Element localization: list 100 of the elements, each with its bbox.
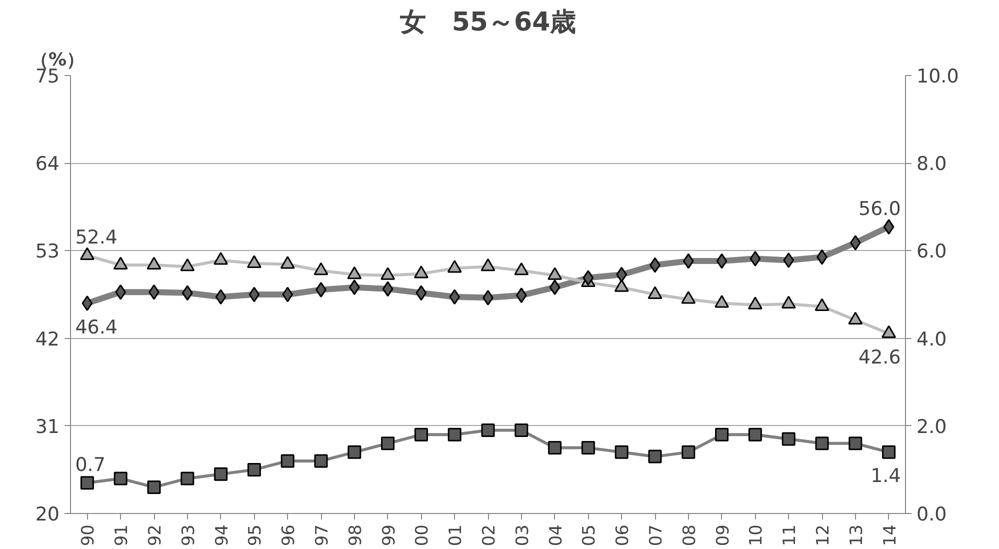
point <box>548 441 562 455</box>
point <box>347 266 362 280</box>
x-tick-label: 14 <box>880 524 900 546</box>
point <box>348 280 360 296</box>
point <box>714 295 730 308</box>
x-tick-label: 97 <box>312 524 332 546</box>
x-tick-label: 00 <box>412 524 433 546</box>
point <box>113 256 128 270</box>
x-tick-label: 91 <box>112 524 132 546</box>
x-tick-label: 96 <box>279 524 300 546</box>
point <box>280 256 295 269</box>
y-tick-label: 53 <box>35 240 60 263</box>
point <box>247 462 261 476</box>
point <box>781 296 796 309</box>
point <box>115 284 126 300</box>
point <box>246 255 262 268</box>
y2-tick-label: 6.0 <box>916 240 947 263</box>
data-label: 1.4 <box>870 465 901 488</box>
point <box>180 472 194 486</box>
point <box>648 450 662 464</box>
x-tick-label: 90 <box>78 524 99 546</box>
x-tick-label: 94 <box>212 524 232 546</box>
point <box>180 258 195 272</box>
point <box>514 262 529 276</box>
point <box>314 262 328 276</box>
point <box>682 253 694 269</box>
point <box>381 436 395 450</box>
x-tick-label: 09 <box>713 524 734 546</box>
point <box>282 286 294 302</box>
point <box>214 467 228 481</box>
point <box>882 445 896 459</box>
x-tick-label: 07 <box>646 524 666 546</box>
point <box>146 256 162 270</box>
x-tick-label: 98 <box>346 524 366 546</box>
point <box>748 296 762 310</box>
point <box>882 325 896 338</box>
x-tick-label: 10 <box>746 524 767 546</box>
data-label: 46.4 <box>75 316 118 338</box>
point <box>248 286 260 302</box>
x-tick-label: 92 <box>146 524 166 546</box>
point <box>80 476 94 490</box>
x-tick-label: 01 <box>446 524 466 546</box>
y2-tick-label: 2.0 <box>916 416 947 438</box>
point <box>549 280 560 296</box>
point <box>750 250 761 266</box>
point <box>414 266 428 278</box>
point <box>850 234 861 250</box>
point <box>848 436 862 450</box>
point <box>648 286 662 300</box>
point <box>848 312 863 324</box>
point <box>382 281 394 297</box>
x-tick-label: 06 <box>613 524 634 546</box>
point <box>348 445 362 459</box>
point <box>280 454 294 468</box>
point <box>414 428 428 442</box>
point <box>614 279 629 292</box>
point <box>82 296 93 312</box>
point <box>814 298 830 311</box>
x-tick-label: 12 <box>814 524 834 546</box>
x-tick-label: 13 <box>846 524 867 546</box>
point <box>416 285 427 301</box>
point <box>449 289 460 305</box>
x-tick-label: 02 <box>480 524 500 546</box>
point <box>481 424 495 438</box>
x-tick-label: 11 <box>780 524 800 546</box>
x-tick-label: 05 <box>580 524 600 546</box>
point <box>215 289 226 305</box>
data-label: 56.0 <box>858 198 901 220</box>
y2-tick-label: 0.0 <box>916 504 947 526</box>
point <box>314 454 328 468</box>
point <box>582 270 594 286</box>
point <box>448 428 462 442</box>
point <box>616 266 628 282</box>
point <box>883 219 894 235</box>
x-tick-label: 08 <box>680 524 700 546</box>
y2-tick-label: 4.0 <box>916 328 947 350</box>
x-tick-label: 03 <box>512 524 533 546</box>
point <box>681 291 696 304</box>
point <box>548 267 562 280</box>
point <box>748 428 762 442</box>
point <box>514 424 528 438</box>
point <box>581 441 595 455</box>
point <box>715 428 729 442</box>
y2-tick-label: 8.0 <box>916 153 947 176</box>
point <box>147 480 161 494</box>
point <box>182 285 193 301</box>
point <box>380 267 396 280</box>
x-tick-label: 04 <box>546 524 566 546</box>
y-tick-label: 42 <box>35 328 60 350</box>
point <box>516 288 527 304</box>
point <box>614 445 628 459</box>
y2-tick-label: 10.0 <box>916 66 959 88</box>
point <box>114 472 128 486</box>
x-tick-label: 93 <box>178 524 199 546</box>
data-label: 42.6 <box>858 346 901 369</box>
y-tick-label: 31 <box>35 416 60 438</box>
point <box>682 445 696 459</box>
point <box>214 252 228 265</box>
point <box>80 247 94 260</box>
point <box>716 253 728 269</box>
